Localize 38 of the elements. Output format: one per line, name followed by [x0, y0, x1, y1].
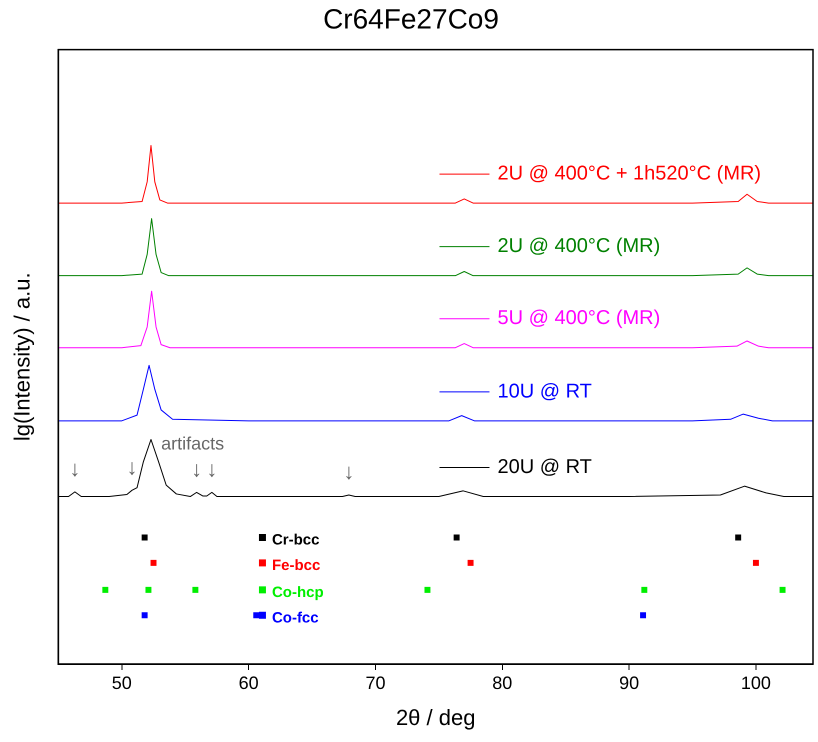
point: [142, 612, 148, 618]
legend-label: Co-fcc: [272, 609, 319, 626]
annotation: artifacts: [161, 433, 224, 454]
x-tick-label: 100: [740, 672, 771, 693]
point: [780, 586, 786, 593]
legend-label: Co-hcp: [272, 584, 324, 601]
annotation: ↓: [126, 454, 138, 480]
point: [424, 586, 430, 593]
point: [145, 586, 152, 593]
annotation: ↓: [206, 456, 218, 482]
x-tick-label: 80: [492, 672, 512, 693]
point: [142, 534, 148, 540]
point: [454, 534, 460, 540]
annotation: ↓: [343, 459, 354, 484]
legend-label: Cr-bcc: [272, 532, 320, 549]
legend-label: 10U @ RT: [497, 380, 592, 402]
x-tick-label: 60: [238, 672, 259, 693]
x-tick-label: 70: [365, 672, 386, 693]
legend-label: 2U @ 400°C (MR): [497, 235, 660, 258]
point: [752, 560, 759, 566]
legend-label: Fe-bcc: [272, 557, 320, 574]
point: [150, 560, 156, 566]
point: [641, 586, 648, 593]
point: [640, 612, 646, 618]
chart-title: Cr64Fe27Co9: [323, 4, 499, 35]
x-tick-label: 50: [112, 672, 132, 693]
legend-label: 20U @ RT: [497, 456, 592, 478]
point: [192, 586, 198, 593]
annotation: ↓: [191, 456, 202, 482]
y-axis-title: lg(Intensity) / a.u.: [9, 272, 34, 442]
point: [102, 586, 108, 593]
x-tick-label: 90: [619, 672, 640, 693]
legend-label: 5U @ 400°C (MR): [497, 307, 660, 330]
x-axis-title: 2θ / deg: [396, 704, 476, 730]
point: [735, 534, 742, 540]
point: [468, 560, 474, 566]
legend-label: 2U @ 400°C + 1h520°C (MR): [497, 162, 762, 185]
annotation: ↓: [69, 456, 80, 481]
